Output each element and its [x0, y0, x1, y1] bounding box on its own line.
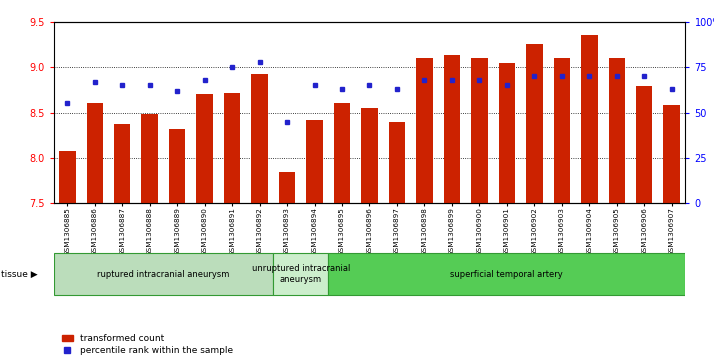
Text: superficial temporal artery: superficial temporal artery — [451, 270, 563, 278]
Text: unruptured intracranial
aneurysm: unruptured intracranial aneurysm — [251, 264, 350, 284]
Bar — [114, 125, 131, 203]
Bar — [471, 58, 488, 203]
Bar — [498, 62, 515, 203]
Text: tissue ▶: tissue ▶ — [1, 270, 38, 278]
Bar — [526, 44, 543, 203]
Bar — [361, 108, 378, 203]
Bar — [273, 253, 328, 295]
Bar — [608, 58, 625, 203]
Bar — [328, 253, 685, 295]
Bar — [141, 114, 158, 203]
Bar — [388, 122, 406, 203]
Bar — [416, 58, 433, 203]
Bar — [333, 103, 351, 203]
Bar — [251, 74, 268, 203]
Bar — [581, 36, 598, 203]
Bar — [59, 151, 76, 203]
Text: ruptured intracranial aneurysm: ruptured intracranial aneurysm — [97, 270, 230, 278]
Bar — [169, 129, 186, 203]
Bar — [636, 86, 653, 203]
Bar — [443, 55, 460, 203]
Bar — [279, 172, 296, 203]
Bar — [54, 253, 273, 295]
Bar — [86, 102, 103, 203]
Bar — [663, 105, 680, 203]
Bar — [224, 93, 241, 203]
Bar — [196, 94, 213, 203]
Bar — [553, 58, 570, 203]
Legend: transformed count, percentile rank within the sample: transformed count, percentile rank withi… — [58, 331, 236, 359]
Bar — [306, 120, 323, 203]
